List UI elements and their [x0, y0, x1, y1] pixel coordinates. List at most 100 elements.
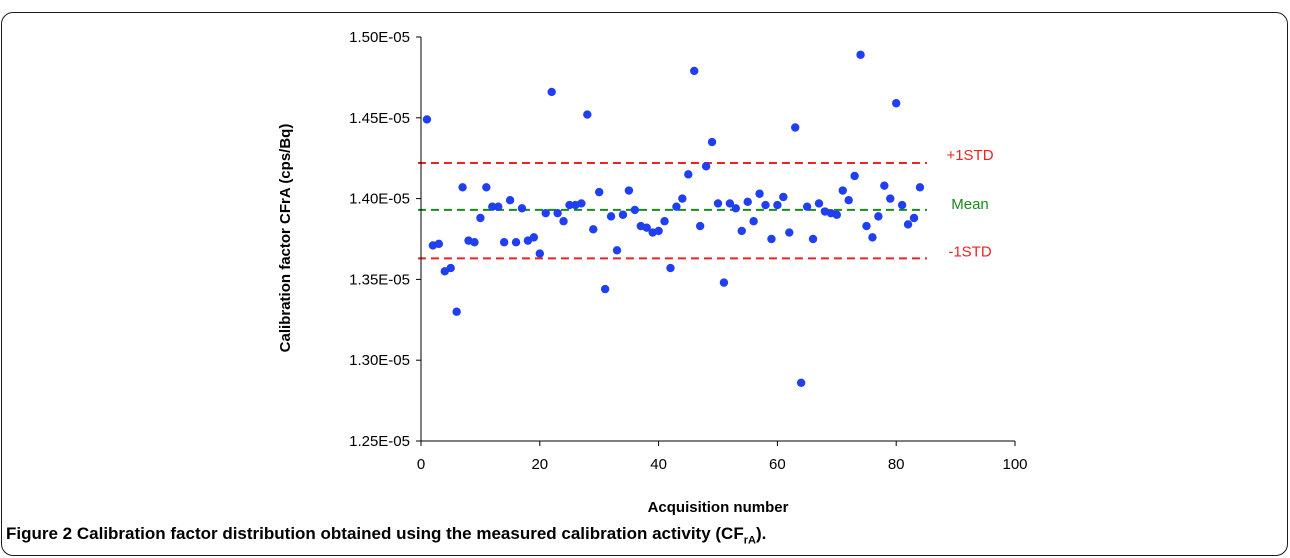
data-point — [761, 200, 770, 210]
data-point — [488, 202, 497, 211]
y-axis-label: Calibration factor CFrA (cps/Bq) — [277, 124, 294, 353]
data-point — [731, 204, 741, 213]
data-point — [874, 212, 883, 221]
y-tick-label: 1.30E-05 — [349, 352, 410, 369]
y-tick-label: 1.35E-05 — [349, 271, 410, 288]
data-point — [630, 205, 640, 215]
x-tick-label: 100 — [1002, 456, 1027, 473]
tick-labels: 1.25E-05 1.30E-05 1.35E-05 1.40E-05 1.45E-05… — [349, 29, 1027, 473]
data-point — [868, 233, 877, 242]
data-point — [814, 199, 824, 208]
data-point — [808, 234, 818, 244]
data-point — [796, 378, 806, 388]
data-point — [541, 208, 550, 218]
data-point — [600, 284, 610, 294]
data-point — [654, 226, 663, 236]
data-point — [434, 239, 444, 249]
x-tick-label: 80 — [888, 456, 905, 473]
data-point — [690, 66, 699, 76]
data-point — [838, 186, 847, 195]
data-point — [880, 181, 889, 190]
data-point — [892, 99, 901, 108]
data-point — [749, 217, 758, 226]
data-point — [785, 228, 794, 237]
data-point — [672, 202, 681, 211]
data-point — [767, 234, 776, 244]
data-point — [666, 263, 675, 273]
data-point — [482, 183, 491, 192]
data-point — [701, 162, 711, 171]
x-tick-label: 40 — [650, 456, 667, 473]
data-point — [583, 110, 592, 119]
data-point — [707, 137, 717, 147]
data-point — [743, 197, 752, 207]
data-point — [612, 246, 622, 255]
caption-end: ). — [755, 524, 767, 543]
x-tick-label: 0 — [417, 456, 425, 473]
data-point — [660, 217, 669, 226]
y-tick-label: 1.25E-05 — [349, 433, 410, 450]
reference-line-label: Mean — [951, 196, 989, 213]
x-tick-label: 20 — [531, 456, 548, 473]
data-point — [695, 221, 705, 231]
data-point — [737, 226, 746, 236]
data-point — [476, 213, 485, 223]
data-point — [791, 123, 800, 132]
data-point — [577, 199, 586, 208]
x-tick-label: 60 — [769, 456, 786, 473]
data-point — [618, 210, 628, 219]
data-point — [915, 183, 925, 192]
data-point — [773, 200, 782, 210]
data-point — [511, 238, 521, 247]
data-point — [517, 204, 527, 213]
data-point — [470, 238, 479, 247]
data-point — [565, 200, 574, 210]
reference-lines — [417, 162, 927, 260]
data-point — [559, 217, 568, 226]
reference-line-label: -1STD — [948, 243, 992, 260]
y-tick-label: 1.50E-05 — [349, 29, 410, 46]
data-point — [494, 202, 503, 211]
data-point — [850, 171, 859, 181]
data-point — [624, 186, 634, 195]
data-point — [452, 307, 461, 316]
scatter-chart: 1.25E-05 1.30E-05 1.35E-05 1.40E-05 1.45E-05… — [277, 29, 1028, 516]
data-point — [779, 192, 788, 202]
reference-line-label: +1STD — [946, 147, 993, 164]
data-point — [595, 187, 604, 197]
data-point — [755, 189, 764, 198]
data-point — [832, 210, 841, 219]
caption-subscript: rA — [743, 534, 756, 547]
data-point — [589, 225, 598, 234]
reference-line-labels: +1STD Mean -1STD — [946, 147, 993, 260]
y-tick-label: 1.45E-05 — [349, 110, 410, 127]
y-tick-label: 1.40E-05 — [349, 191, 410, 208]
data-point — [422, 115, 432, 124]
data-point — [886, 194, 895, 203]
data-point — [446, 263, 455, 273]
data-point — [844, 196, 853, 205]
data-point — [606, 212, 616, 221]
data-point — [678, 194, 687, 203]
caption-text: Calibration factor distribution obtained… — [76, 524, 744, 543]
data-point — [642, 223, 651, 232]
data-point — [547, 87, 556, 97]
data-point — [903, 220, 913, 229]
data-points — [422, 50, 925, 388]
data-point — [719, 278, 729, 287]
data-point — [529, 233, 539, 242]
data-point — [856, 50, 865, 59]
data-point — [802, 202, 812, 211]
figure-frame — [1, 12, 1288, 556]
data-point — [499, 238, 509, 247]
axes — [416, 36, 1016, 446]
data-point — [505, 196, 515, 205]
data-point — [713, 199, 723, 208]
data-point — [458, 183, 467, 192]
data-point — [535, 249, 544, 258]
data-point — [862, 221, 871, 231]
data-point — [553, 208, 562, 218]
x-axis-label: Acquisition number — [648, 499, 789, 516]
data-point — [684, 170, 693, 179]
data-point — [725, 199, 735, 208]
